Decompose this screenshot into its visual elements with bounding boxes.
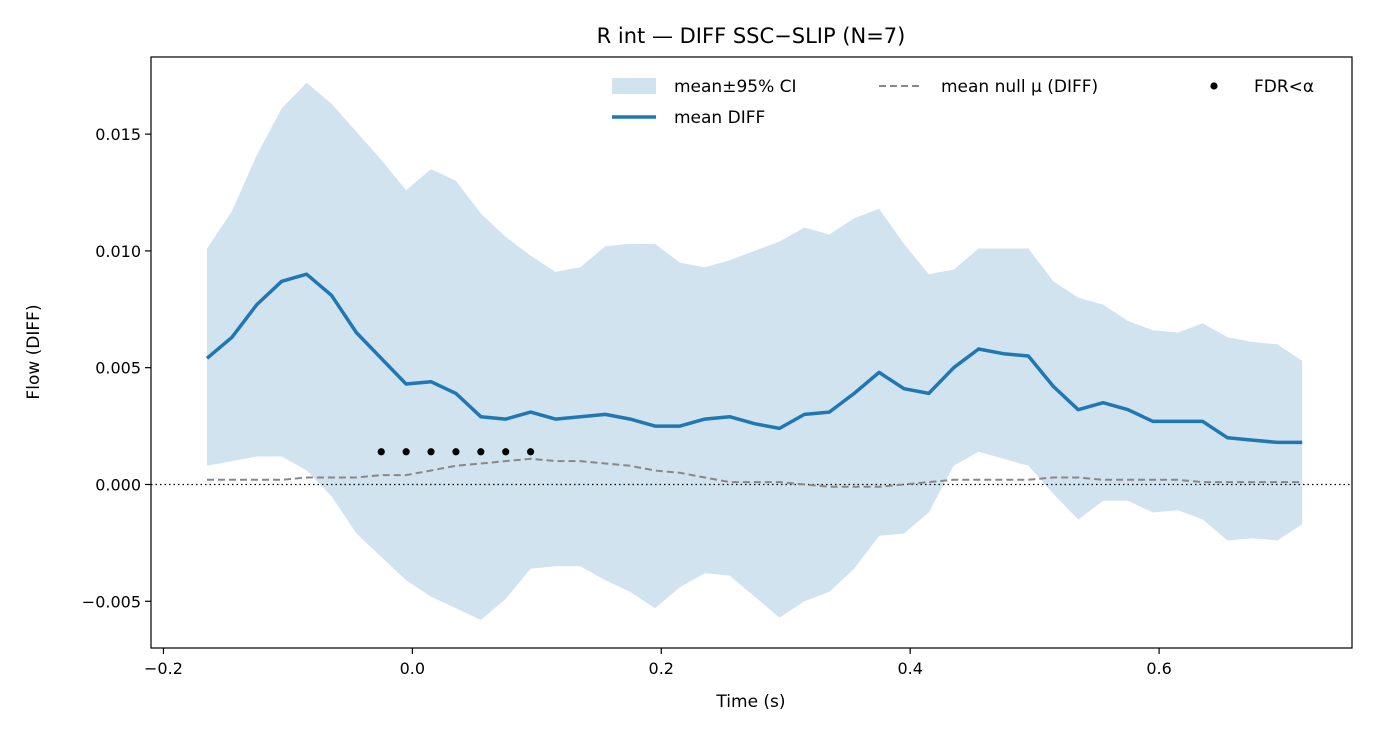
- plot-frame: [150, 56, 1353, 649]
- y-axis: −0.005 0.000 0.005 0.010 0.015: [82, 125, 151, 611]
- x-tick-label: 0.4: [897, 659, 922, 678]
- x-tick-label: 0.6: [1146, 659, 1171, 678]
- significance-dot: [427, 448, 435, 456]
- legend-swatch-fdr: [1210, 82, 1218, 90]
- legend: mean±95% CI mean null μ (DIFF) FDR<α mean D…: [612, 77, 1314, 128]
- mean-diff-line: [205, 272, 1303, 445]
- x-tick-label: 0.2: [649, 659, 674, 678]
- x-tick-label: 0.0: [400, 659, 425, 678]
- legend-label: mean±95% CI: [674, 77, 797, 97]
- legend-swatch-ci: [612, 78, 656, 94]
- chart-title: R int — DIFF SSC−SLIP (N=7): [597, 24, 906, 48]
- x-axis-label: Time (s): [715, 692, 785, 712]
- null-mean-line: [207, 457, 1303, 488]
- significance-dot: [452, 448, 460, 456]
- legend-label: FDR<α: [1254, 77, 1314, 97]
- legend-label: mean null μ (DIFF): [941, 77, 1098, 97]
- plot-area: [151, 82, 1352, 620]
- legend-label: mean DIFF: [674, 108, 765, 128]
- y-tick-label: −0.005: [82, 592, 141, 611]
- significance-dot: [402, 448, 410, 456]
- x-tick-label: −0.2: [144, 659, 183, 678]
- significance-dot: [526, 448, 535, 456]
- y-tick-label: 0.000: [95, 475, 141, 494]
- significance-dot: [477, 448, 485, 456]
- ci-band: [207, 82, 1303, 620]
- significance-dot: [377, 448, 385, 456]
- y-tick-label: 0.015: [95, 125, 141, 144]
- x-axis: −0.2 0.0 0.2 0.4 0.6: [144, 648, 1172, 678]
- y-tick-label: 0.005: [95, 359, 141, 378]
- y-axis-label: Flow (DIFF): [24, 304, 44, 399]
- significance-dot: [502, 448, 510, 456]
- y-tick-label: 0.010: [95, 242, 141, 261]
